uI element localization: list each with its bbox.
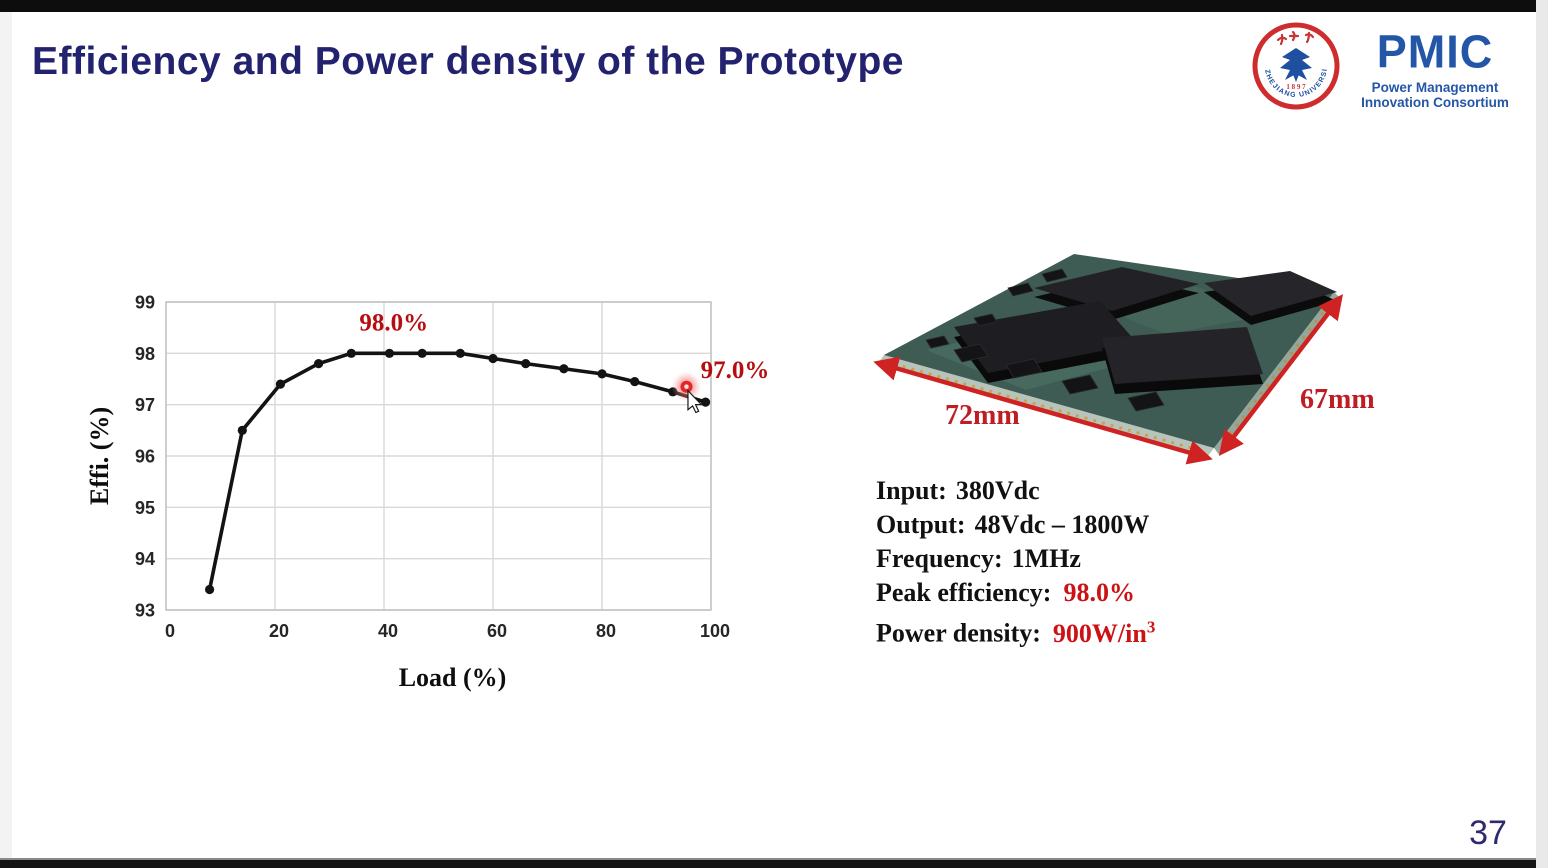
dimension-label-width: 72mm xyxy=(945,400,1020,431)
x-tick-label: 0 xyxy=(165,621,175,641)
data-point[interactable] xyxy=(417,348,427,358)
prototype-photo xyxy=(866,232,1444,472)
highlight-center xyxy=(684,384,689,389)
y-tick-label: 94 xyxy=(135,549,155,569)
zju-eagle-emblem xyxy=(1280,48,1312,82)
y-tick-label: 98 xyxy=(135,344,155,364)
data-point[interactable] xyxy=(597,369,607,379)
x-tick-label: 40 xyxy=(378,621,398,641)
x-tick-label: 20 xyxy=(269,621,289,641)
dimension-arrow-width xyxy=(873,356,1213,465)
chart-annotation: 97.0% xyxy=(701,357,770,384)
edge-strip-right xyxy=(1536,0,1548,868)
x-tick-label: 100 xyxy=(700,621,730,641)
y-tick-label: 93 xyxy=(135,601,155,621)
x-tick-label: 60 xyxy=(487,621,507,641)
data-point[interactable] xyxy=(455,348,465,358)
dimension-label-depth: 67mm xyxy=(1300,384,1375,415)
y-tick-label: 97 xyxy=(135,395,155,415)
data-point[interactable] xyxy=(384,348,395,358)
data-point[interactable] xyxy=(314,359,324,369)
pmic-caption-line2: Innovation Consortium xyxy=(1361,95,1509,110)
x-axis-title: Load (%) xyxy=(399,663,507,692)
efficiency-chart[interactable]: 93 94 95 96 97 98 99 0 20 40 60 80 100 Load (%) Effi. … xyxy=(85,288,798,718)
data-point[interactable] xyxy=(488,353,498,364)
pmic-logo: PMIC Power Management Innovation Consort… xyxy=(1350,24,1520,110)
data-point[interactable] xyxy=(521,359,531,369)
pmic-wordmark: PMIC xyxy=(1376,24,1494,79)
page-number: 37 xyxy=(1469,814,1507,852)
spec-row-frequency: Frequency: 1MHz xyxy=(876,544,1081,573)
spec-row-output: Output: 48Vdc – 1800W xyxy=(876,510,1150,539)
data-point[interactable] xyxy=(275,379,286,389)
data-point[interactable] xyxy=(700,397,711,407)
efficiency-line xyxy=(207,351,708,592)
slide-title: Efficiency and Power density of the Prot… xyxy=(32,40,904,83)
data-point[interactable] xyxy=(559,364,569,374)
y-tick-label: 99 xyxy=(135,293,155,313)
chart-tick-labels: 93 94 95 96 97 98 99 0 20 40 60 80 100 xyxy=(135,293,730,642)
pmic-caption-line1: Power Management xyxy=(1371,80,1499,95)
slide: Efficiency and Power density of the Prot… xyxy=(12,12,1536,858)
spec-row-power-density: Power density: 900W/in3 xyxy=(876,617,1156,648)
spec-row-input: Input: 380Vdc xyxy=(876,476,1040,505)
x-tick-label: 80 xyxy=(596,621,616,641)
letterbox-top xyxy=(0,0,1536,12)
data-point[interactable] xyxy=(630,376,640,387)
chart-grid xyxy=(165,301,712,611)
spec-list: Input: 380Vdc Output: 48Vdc – 1800W Freque… xyxy=(876,474,1155,651)
y-tick-label: 96 xyxy=(135,447,155,467)
data-point[interactable] xyxy=(346,348,356,358)
data-point[interactable] xyxy=(205,584,215,595)
y-tick-label: 95 xyxy=(135,498,155,518)
zju-calligraphy xyxy=(1276,30,1315,46)
y-axis-title: Effi. (%) xyxy=(85,407,114,505)
letterbox-bottom xyxy=(0,858,1536,868)
data-point[interactable] xyxy=(237,425,247,435)
edge-strip-left xyxy=(0,12,12,858)
zju-year: 1 8 9 7 xyxy=(1286,83,1306,91)
chart-annotation: 98.0% xyxy=(359,310,428,337)
dimension-arrow-depth xyxy=(1218,294,1344,456)
mouse-cursor-icon xyxy=(687,389,703,414)
zju-logo: 1 8 9 7 ZHEJIANG UNIVERSITY xyxy=(1252,22,1340,110)
spec-row-peak-efficiency: Peak efficiency: 98.0% xyxy=(876,578,1135,607)
pmic-caption: Power Management Innovation Consortium xyxy=(1350,80,1520,110)
